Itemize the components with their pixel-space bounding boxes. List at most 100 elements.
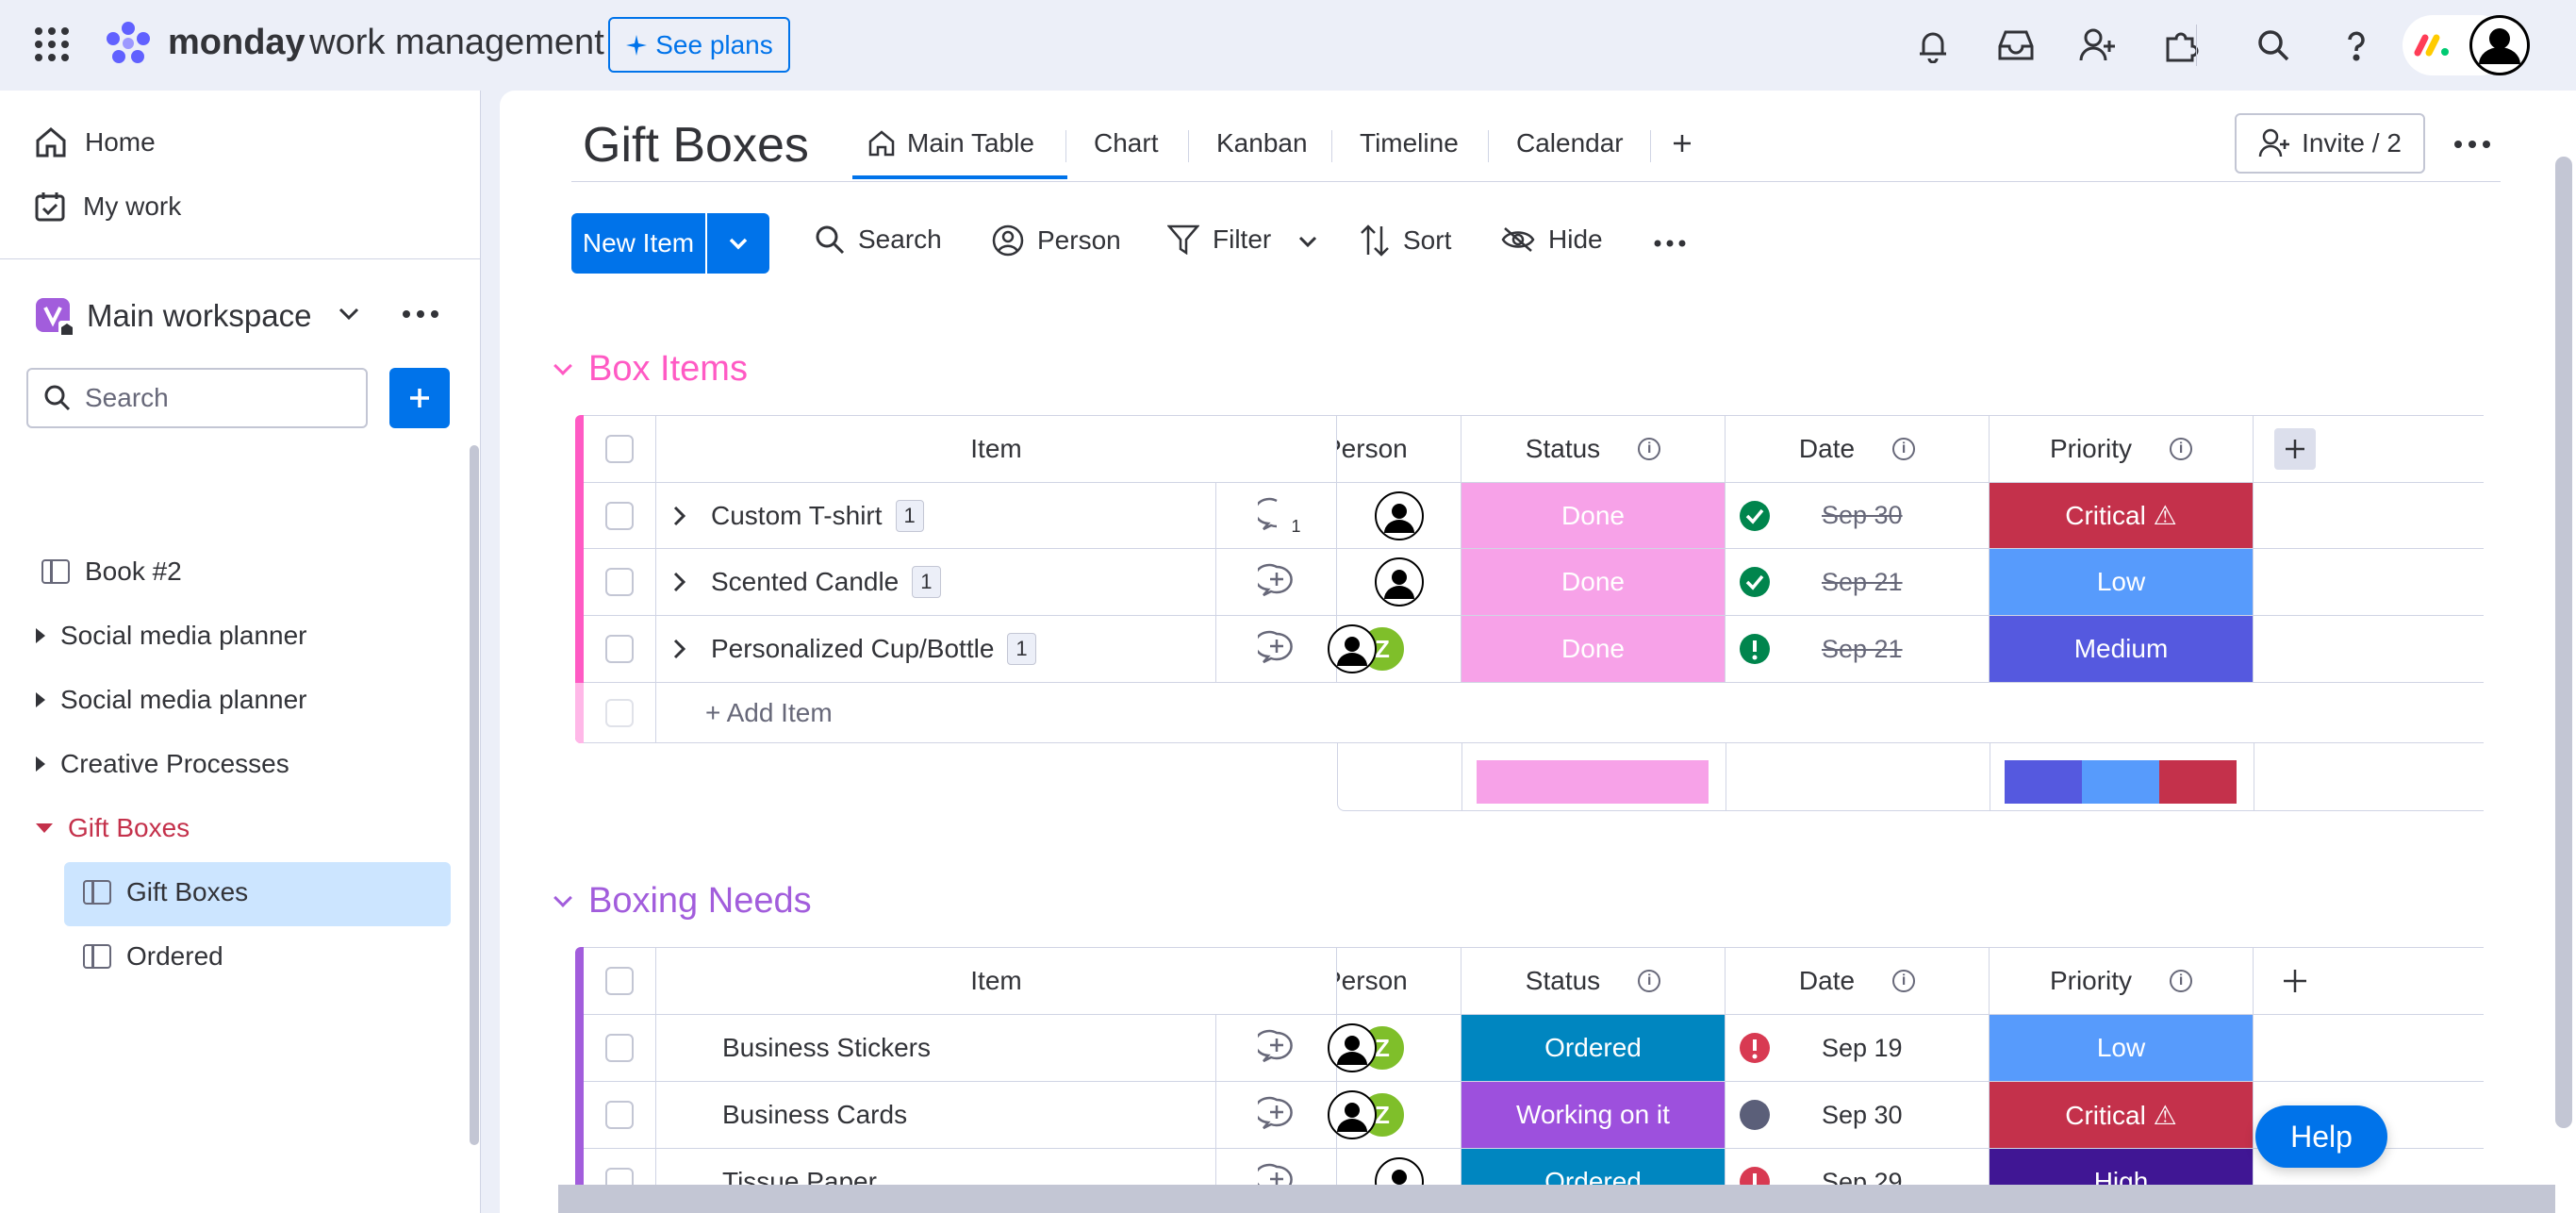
- tab-calendar[interactable]: Calendar: [1516, 128, 1624, 158]
- sidebar-scrollbar[interactable]: [470, 445, 479, 1145]
- invite-button[interactable]: Invite / 2: [2235, 113, 2425, 174]
- item-name[interactable]: Scented Candle: [711, 567, 900, 596]
- subitems-count-badge[interactable]: 1: [895, 499, 924, 532]
- priority-cell[interactable]: Critical ⚠: [1990, 483, 2254, 549]
- expand-chevron-right-icon[interactable]: [669, 504, 690, 528]
- info-icon[interactable]: i: [1638, 969, 1661, 992]
- column-header-date[interactable]: Date i: [1726, 947, 1990, 1015]
- add-column-plus-icon[interactable]: [2282, 968, 2308, 994]
- new-item-button[interactable]: New Item: [571, 213, 705, 274]
- row-select[interactable]: [584, 1082, 656, 1149]
- item-name[interactable]: Business Stickers: [722, 1033, 931, 1062]
- board-title[interactable]: Gift Boxes: [583, 118, 809, 173]
- tab-main-table[interactable]: Main Table: [867, 128, 1034, 158]
- column-header-item[interactable]: Item: [656, 415, 1337, 483]
- header-select-all[interactable]: [584, 947, 656, 1015]
- header-select-all[interactable]: [584, 415, 656, 483]
- sidebar-item-ordered[interactable]: Ordered: [83, 941, 223, 972]
- date-cell[interactable]: Sep 30: [1726, 1082, 1990, 1149]
- add-column-plus-icon[interactable]: [2274, 427, 2316, 470]
- status-cell[interactable]: Done: [1461, 616, 1726, 683]
- sidebar-item-social-media-planner[interactable]: Social media planner: [36, 621, 307, 651]
- person-filter-button[interactable]: Person: [992, 224, 1121, 257]
- person-cell[interactable]: Z: [1328, 616, 1461, 683]
- board-more-icon[interactable]: [2453, 140, 2491, 149]
- puzzle-apps-icon[interactable]: [2158, 23, 2204, 68]
- date-cell[interactable]: Sep 30: [1726, 483, 1990, 549]
- status-cell[interactable]: Working on it: [1461, 1082, 1726, 1149]
- subitems-count-badge[interactable]: 1: [1007, 633, 1036, 665]
- filter-button[interactable]: Filter: [1167, 224, 1271, 255]
- person-cell[interactable]: [1337, 549, 1461, 616]
- item-name[interactable]: Personalized Cup/Bottle: [711, 634, 995, 663]
- updates-cell[interactable]: [1216, 1015, 1337, 1082]
- sidebar-folder-gift-boxes[interactable]: Gift Boxes: [36, 813, 190, 843]
- column-header-status[interactable]: Status i: [1461, 947, 1726, 1015]
- checkbox[interactable]: [605, 1101, 634, 1129]
- sidebar-nav-home[interactable]: Home: [34, 126, 156, 158]
- table-row-item[interactable]: Scented Candle 1: [656, 549, 1216, 616]
- table-row-item[interactable]: Business Cards: [656, 1082, 1216, 1149]
- horizontal-scrollbar[interactable]: [558, 1185, 2555, 1213]
- subitems-count-badge[interactable]: 1: [912, 566, 941, 598]
- checkbox[interactable]: [605, 501, 634, 530]
- workspace-selector[interactable]: Main workspace: [34, 296, 311, 338]
- person-cell[interactable]: Z: [1328, 1082, 1461, 1149]
- priority-cell[interactable]: Low: [1990, 1015, 2254, 1082]
- sidebar-item-creative-processes[interactable]: Creative Processes: [36, 749, 289, 779]
- sort-button[interactable]: Sort: [1360, 224, 1451, 257]
- checkbox[interactable]: [605, 635, 634, 663]
- table-row-item[interactable]: Custom T-shirt 1: [656, 483, 1216, 549]
- date-cell[interactable]: Sep 21: [1726, 616, 1990, 683]
- new-item-dropdown-button[interactable]: [707, 213, 769, 274]
- sidebar-search-input[interactable]: Search: [26, 368, 368, 428]
- person-cell[interactable]: Z: [1328, 1015, 1461, 1082]
- see-plans-button[interactable]: See plans: [608, 17, 790, 73]
- sidebar-item-social-media-planner-2[interactable]: Social media planner: [36, 685, 307, 715]
- search-button[interactable]: Search: [815, 224, 942, 255]
- help-question-icon[interactable]: [2334, 23, 2379, 68]
- column-header-date[interactable]: Date i: [1726, 415, 1990, 483]
- checkbox[interactable]: [605, 1034, 634, 1062]
- add-item-input[interactable]: + Add Item: [656, 683, 2484, 743]
- date-cell[interactable]: Sep 21: [1726, 549, 1990, 616]
- workspace-more-icon[interactable]: [402, 309, 439, 319]
- sidebar-nav-my-work[interactable]: My work: [34, 191, 181, 223]
- help-button[interactable]: Help: [2255, 1105, 2387, 1168]
- tab-chart[interactable]: Chart: [1094, 128, 1158, 158]
- column-header-priority[interactable]: Priority i: [1990, 947, 2254, 1015]
- add-board-button[interactable]: [389, 368, 450, 428]
- item-name[interactable]: Business Cards: [722, 1100, 908, 1129]
- priority-cell[interactable]: Medium: [1990, 616, 2254, 683]
- status-cell[interactable]: Done: [1461, 483, 1726, 549]
- row-select[interactable]: [584, 616, 656, 683]
- vertical-scrollbar[interactable]: [2555, 157, 2572, 1128]
- user-avatar[interactable]: [2469, 15, 2530, 75]
- expand-chevron-right-icon[interactable]: [669, 570, 690, 594]
- table-row-item[interactable]: Business Stickers: [656, 1015, 1216, 1082]
- column-header-person[interactable]: Person: [1337, 415, 1461, 483]
- priority-cell[interactable]: Low: [1990, 549, 2254, 616]
- info-icon[interactable]: i: [2170, 969, 2193, 992]
- sidebar-item-gift-boxes-board[interactable]: Gift Boxes: [83, 877, 248, 907]
- column-header-priority[interactable]: Priority i: [1990, 415, 2254, 483]
- status-cell[interactable]: Done: [1461, 549, 1726, 616]
- tab-kanban[interactable]: Kanban: [1216, 128, 1308, 158]
- info-icon[interactable]: i: [2170, 437, 2193, 460]
- checkbox[interactable]: [605, 568, 634, 596]
- status-cell[interactable]: Ordered: [1461, 1015, 1726, 1082]
- workspace-chevron-down-icon[interactable]: [336, 304, 362, 324]
- sidebar-item-book-2[interactable]: Book #2: [41, 557, 182, 587]
- row-select[interactable]: [584, 1015, 656, 1082]
- column-header-person[interactable]: Person: [1337, 947, 1461, 1015]
- add-view-plus-icon[interactable]: [1671, 132, 1693, 155]
- checkbox[interactable]: [605, 966, 634, 995]
- column-header-item[interactable]: Item: [656, 947, 1337, 1015]
- hide-button[interactable]: Hide: [1501, 224, 1603, 255]
- search-icon[interactable]: [2251, 23, 2296, 68]
- row-select[interactable]: [584, 549, 656, 616]
- group-collapse-icon[interactable]: [553, 888, 572, 907]
- toolbar-more-icon[interactable]: [1654, 240, 1686, 247]
- person-cell[interactable]: [1337, 483, 1461, 549]
- priority-summary-bar[interactable]: [2005, 760, 2237, 804]
